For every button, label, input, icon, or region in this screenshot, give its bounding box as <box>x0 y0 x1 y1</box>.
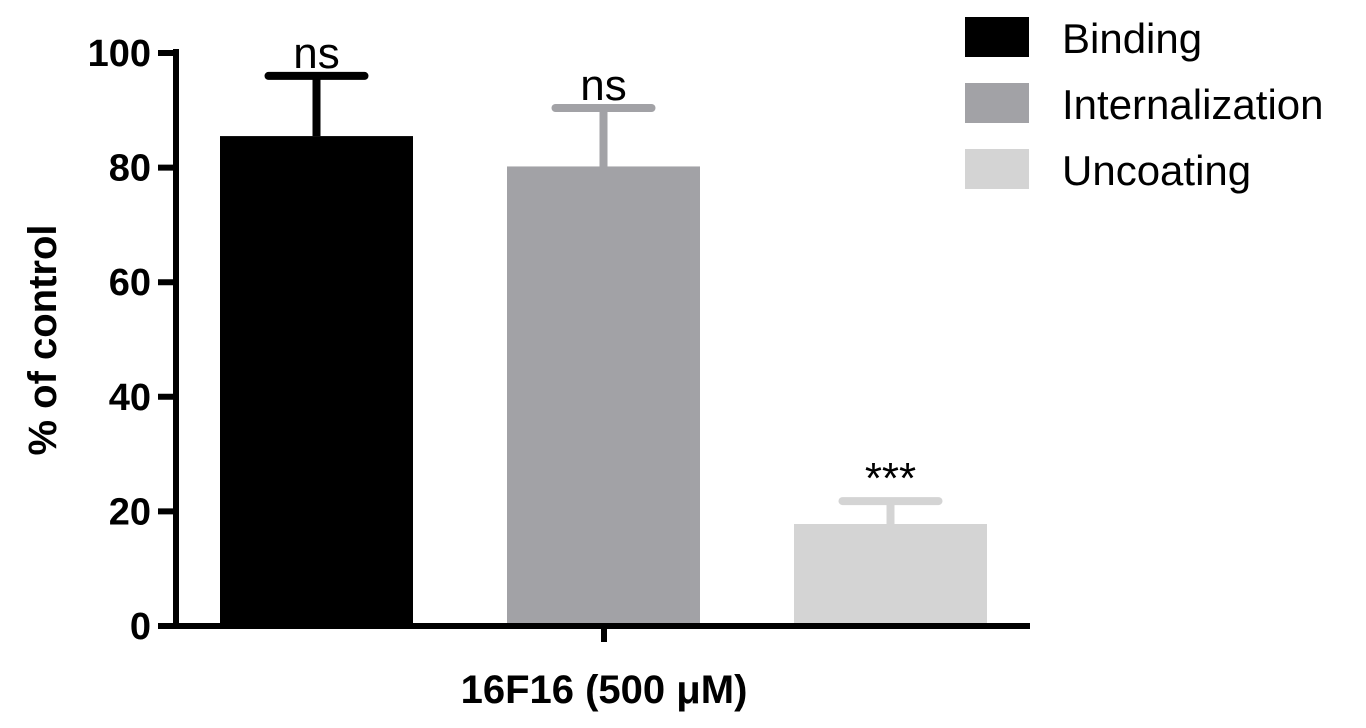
y-tick-label-0: 0 <box>130 606 151 648</box>
y-tick-label-20: 20 <box>109 491 151 533</box>
y-tick-label-60: 60 <box>109 262 151 304</box>
significance-label-binding: ns <box>293 29 339 78</box>
bar-binding <box>220 136 413 626</box>
x-axis-title: 16F16 (500 μM) <box>461 668 748 712</box>
legend-swatch-binding <box>965 17 1029 57</box>
y-tick-label-40: 40 <box>109 377 151 419</box>
bars-layer <box>220 71 987 627</box>
legend-label-binding: Binding <box>1062 15 1202 62</box>
y-tick-label-100: 100 <box>88 33 151 75</box>
labels-layer: ns ns *** 0 20 40 60 80 100 <box>88 29 917 648</box>
legend-swatch-internalization <box>965 83 1029 123</box>
legend-label-internalization: Internalization <box>1062 81 1324 128</box>
significance-label-uncoating: *** <box>865 454 916 503</box>
significance-label-internalization: ns <box>580 61 626 110</box>
y-axis-title: % of control <box>21 224 65 455</box>
bar-uncoating <box>794 524 987 626</box>
legend-label-uncoating: Uncoating <box>1062 147 1251 194</box>
legend-swatch-uncoating <box>965 149 1029 189</box>
axes-layer <box>158 49 1030 642</box>
bar-internalization <box>507 166 700 627</box>
legend: Binding Internalization Uncoating <box>965 15 1324 194</box>
y-tick-label-80: 80 <box>109 148 151 190</box>
